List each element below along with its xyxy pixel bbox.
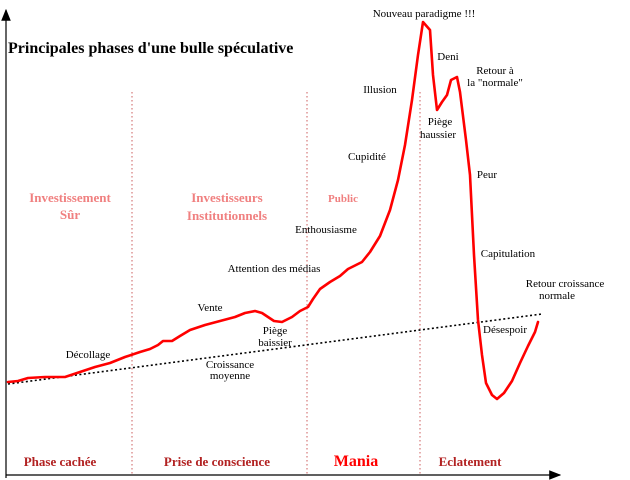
label-bull-trap-line1: Piège xyxy=(428,116,453,128)
label-sell: Vente xyxy=(197,302,222,314)
phase-mania: Mania xyxy=(334,453,378,470)
label-capitulation: Capitulation xyxy=(481,248,536,260)
phase-awareness: Prise de conscience xyxy=(164,454,270,469)
label-return-normal-line2: la "normale" xyxy=(467,77,523,89)
investor-public: Public xyxy=(328,193,358,205)
investor-institutional-line1: Investisseurs xyxy=(191,190,263,205)
label-media: Attention des médias xyxy=(228,263,321,275)
label-enthusiasm: Enthousiasme xyxy=(295,224,357,236)
label-bear-trap-line1: Piège xyxy=(263,325,288,337)
label-return-normal-line1: Retour à xyxy=(476,65,514,77)
chart-title: Principales phases d'une bulle spéculati… xyxy=(8,40,293,57)
investor-safe-line2: Sûr xyxy=(60,207,80,222)
label-greed: Cupidité xyxy=(348,151,386,163)
label-illusion: Illusion xyxy=(363,84,397,96)
label-return-growth-line2: normale xyxy=(539,290,575,302)
phase-burst: Eclatement xyxy=(439,454,502,469)
label-average-growth-line1: Croissance xyxy=(206,359,254,371)
investor-safe-line1: Investissement xyxy=(29,190,111,205)
label-takeoff: Décollage xyxy=(66,349,111,361)
label-despair: Désespoir xyxy=(483,324,527,336)
investor-institutional-line2: Institutionnels xyxy=(187,208,267,223)
label-bear-trap-line2: baissier xyxy=(258,337,292,349)
label-new-paradigm: Nouveau paradigme !!! xyxy=(373,8,476,20)
label-bull-trap-line2: haussier xyxy=(420,129,456,141)
label-fear: Peur xyxy=(477,169,498,181)
price-curve xyxy=(6,20,540,401)
label-return-growth-line1: Retour croissance xyxy=(526,278,605,290)
label-average-growth-line2: moyenne xyxy=(210,370,250,382)
label-denial: Deni xyxy=(437,51,458,63)
phase-hidden: Phase cachée xyxy=(24,454,97,469)
